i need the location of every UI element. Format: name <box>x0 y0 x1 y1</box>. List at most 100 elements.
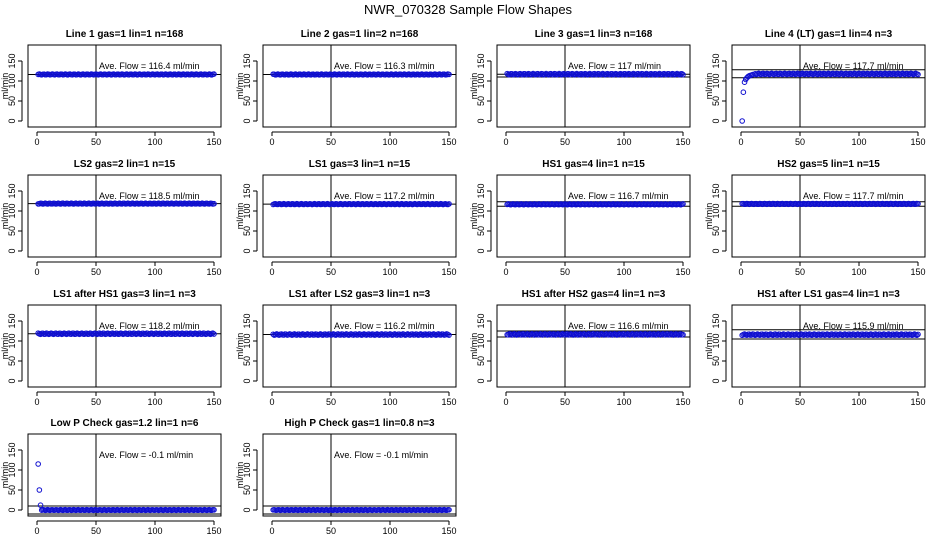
y-tick-label: 100 <box>242 73 252 88</box>
x-tick-label: 100 <box>616 267 631 277</box>
y-tick-label: 50 <box>242 96 252 106</box>
average-flow-annotation: Ave. Flow = 118.2 ml/min <box>99 321 199 331</box>
x-tick-label: 150 <box>206 397 221 407</box>
data-point <box>680 71 686 78</box>
x-tick-label: 150 <box>910 267 925 277</box>
y-axis-label: ml/min <box>0 73 10 100</box>
x-tick-label: 50 <box>795 267 805 277</box>
y-tick-label: 0 <box>711 378 721 383</box>
subplot-13: Low P Check gas=1.2 lin=1 n=6 Ave. Flow =… <box>0 418 222 536</box>
y-tick-label: 50 <box>242 485 252 495</box>
y-tick-label: 0 <box>7 507 17 512</box>
subplot-title: HS1 gas=4 lin=1 n=15 <box>542 159 645 170</box>
subplot-8: HS2 gas=5 lin=1 n=15 Ave. Flow = 117.7 ml… <box>704 159 926 277</box>
x-tick-label: 100 <box>851 397 866 407</box>
x-tick-label: 150 <box>441 137 456 147</box>
data-point <box>211 71 217 77</box>
y-tick-label: 100 <box>711 73 721 88</box>
subplot-14: High P Check gas=1 lin=0.8 n=3 Ave. Flow … <box>235 418 457 536</box>
y-axis-label: ml/min <box>469 203 479 230</box>
subplot-title: HS1 after HS2 gas=4 lin=1 n=3 <box>522 289 666 300</box>
plot-frame <box>262 433 457 517</box>
average-flow-annotation: Ave. Flow = 115.9 ml/min <box>803 321 903 331</box>
y-tick-label: 100 <box>242 203 252 218</box>
average-flow-annotation: Ave. Flow = 116.6 ml/min <box>568 321 668 331</box>
x-tick-label: 50 <box>326 397 336 407</box>
average-flow-annotation: Ave. Flow = 117 ml/min <box>568 61 661 71</box>
subplot-2: Line 2 gas=1 lin=2 n=168 Ave. Flow = 116.… <box>235 29 457 147</box>
y-tick-label: 0 <box>476 378 486 383</box>
y-tick-label: 0 <box>476 118 486 123</box>
average-flow-annotation: Ave. Flow = 118.5 ml/min <box>99 191 199 201</box>
subplot-title: High P Check gas=1 lin=0.8 n=3 <box>284 418 435 429</box>
subplot-6: LS1 gas=3 lin=1 n=15 Ave. Flow = 117.2 ml… <box>235 159 457 277</box>
y-tick-label: 50 <box>7 485 17 495</box>
x-tick-label: 0 <box>738 397 743 407</box>
data-point <box>915 331 921 338</box>
y-tick-label: 150 <box>7 442 17 457</box>
plot-frame <box>731 44 926 128</box>
x-tick-label: 150 <box>441 267 456 277</box>
x-tick-label: 150 <box>675 137 690 147</box>
x-tick-label: 100 <box>382 267 397 277</box>
y-tick-label: 100 <box>476 333 486 348</box>
plot-frame <box>496 174 691 258</box>
x-tick-label: 50 <box>560 397 570 407</box>
subplot-3: Line 3 gas=1 lin=3 n=168 Ave. Flow = 117 … <box>469 29 691 147</box>
subplot-title: LS1 gas=3 lin=1 n=15 <box>309 159 411 170</box>
y-tick-label: 50 <box>7 226 17 236</box>
y-axis-label: ml/min <box>704 73 714 100</box>
subplot-title: LS1 after HS1 gas=3 lin=1 n=3 <box>53 289 196 300</box>
plot-frame <box>262 44 457 128</box>
data-point <box>680 331 686 338</box>
x-tick-label: 50 <box>560 267 570 277</box>
x-tick-label: 100 <box>382 397 397 407</box>
data-point <box>914 332 920 339</box>
x-tick-label: 50 <box>795 137 805 147</box>
y-tick-label: 0 <box>7 378 17 383</box>
y-tick-label: 0 <box>242 507 252 512</box>
x-tick-label: 50 <box>91 526 101 536</box>
plot-frame <box>496 304 691 388</box>
data-point <box>915 200 921 207</box>
x-tick-label: 150 <box>675 267 690 277</box>
x-tick-label: 0 <box>738 137 743 147</box>
y-tick-label: 150 <box>242 313 252 328</box>
subplot-title: LS2 gas=2 lin=1 n=15 <box>74 159 176 170</box>
average-flow-annotation: Ave. Flow = 116.2 ml/min <box>334 321 434 331</box>
subplot-9: LS1 after HS1 gas=3 lin=1 n=3 Ave. Flow =… <box>0 289 222 407</box>
plot-frame <box>27 44 222 128</box>
y-tick-label: 100 <box>242 462 252 477</box>
y-tick-label: 50 <box>711 226 721 236</box>
x-tick-label: 150 <box>675 397 690 407</box>
x-tick-label: 100 <box>616 397 631 407</box>
subplot-11: HS1 after HS2 gas=4 lin=1 n=3 Ave. Flow =… <box>469 289 691 407</box>
x-tick-label: 50 <box>91 137 101 147</box>
plot-frame <box>731 304 926 388</box>
data-point <box>915 71 921 78</box>
data-point <box>211 331 217 337</box>
x-tick-label: 0 <box>34 137 39 147</box>
y-tick-label: 100 <box>711 333 721 348</box>
y-axis-label: ml/min <box>469 333 479 360</box>
subplot-title: Line 4 (LT) gas=1 lin=4 n=3 <box>765 29 893 40</box>
y-tick-label: 0 <box>242 378 252 383</box>
data-point <box>446 506 452 513</box>
data-point <box>211 200 217 207</box>
y-axis-label: ml/min <box>235 203 245 230</box>
average-flow-annotation: Ave. Flow = 116.7 ml/min <box>568 191 668 201</box>
y-tick-label: 0 <box>7 248 17 253</box>
y-tick-label: 50 <box>711 356 721 366</box>
y-tick-label: 100 <box>7 73 17 88</box>
y-axis-label: ml/min <box>0 203 10 230</box>
data-point <box>739 118 745 124</box>
subplot-title: Low P Check gas=1.2 lin=1 n=6 <box>51 418 199 429</box>
x-tick-label: 100 <box>147 526 162 536</box>
average-flow-annotation: Ave. Flow = 116.3 ml/min <box>334 61 434 71</box>
y-tick-label: 150 <box>711 313 721 328</box>
y-tick-label: 150 <box>476 53 486 68</box>
x-tick-label: 150 <box>206 267 221 277</box>
y-tick-label: 100 <box>242 333 252 348</box>
y-tick-label: 150 <box>711 53 721 68</box>
average-flow-annotation: Ave. Flow = 117.2 ml/min <box>334 191 434 201</box>
